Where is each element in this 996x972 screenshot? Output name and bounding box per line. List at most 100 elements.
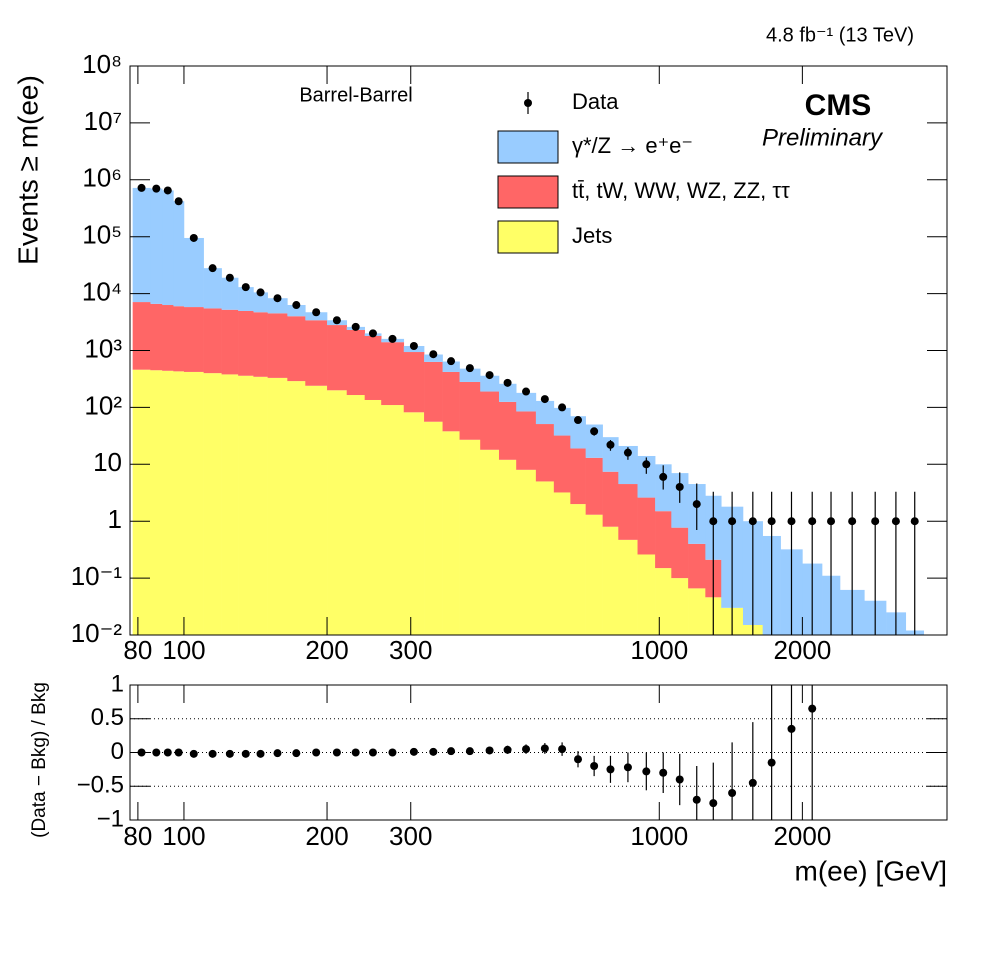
histogram-bar [618,484,638,540]
data-point [871,517,880,526]
data-point [642,460,651,469]
y-tick-label: 10⁷ [84,106,122,136]
x-axis-title: m(ee) [GeV] [795,855,947,886]
histogram-bar [585,457,603,515]
data-point [808,517,817,526]
histogram-bar [498,459,517,635]
ratio-point [692,795,701,804]
data-point [606,440,615,449]
y-tick-label: 10⁵ [82,220,122,250]
histogram-bar [221,277,239,310]
histogram-bar [305,312,328,321]
legend-swatch [497,130,559,164]
x-tick-label: 1000 [630,635,688,665]
ratio-point [256,749,265,758]
histogram-bar [688,543,706,589]
histogram-bar [238,287,254,311]
ratio-point [709,799,718,808]
ratio-point [503,745,512,754]
ratio-point [540,744,549,753]
histogram-bar [305,385,328,635]
histogram-bar [459,368,481,382]
data-point [256,288,265,297]
legend-label: Jets [572,223,612,248]
data-point [225,273,234,282]
ratio-axis-title: (Data − Bkg) / Bkg [29,682,50,838]
histogram-bar [498,383,517,402]
data-point [748,517,757,526]
histogram-bar [535,400,555,425]
histogram-bar [173,371,185,635]
data-point [137,183,146,192]
histogram-bar [480,449,500,635]
data-point [351,322,360,331]
histogram-bar [618,539,638,635]
status-label: Preliminary [762,124,884,151]
data-point [675,482,684,491]
histogram-bar [459,439,481,635]
y-tick-label: 1 [108,504,122,534]
ratio-point [163,748,172,757]
ratio-point [787,724,796,733]
ratio-point [312,748,321,757]
ratio-point [241,749,250,758]
histogram-bar [585,424,603,458]
histogram-bar [221,309,239,375]
histogram-bar [203,308,222,374]
data-point [848,517,857,526]
y-tick-label: 10⁸ [82,49,122,79]
histogram-bar [655,568,672,635]
legend-label: tt̄, tW, WW, WZ, ZZ, ττ [572,178,790,203]
histogram-bar [602,526,619,635]
histogram-bar [287,381,306,635]
data-point [152,184,161,193]
histogram-bar [327,390,348,635]
ratio-point [332,748,341,757]
ratio-point [388,748,397,757]
y-tick-label: 10⁴ [82,276,122,306]
ratio-point [292,749,301,758]
histogram-bar [267,298,288,314]
data-point [447,357,456,366]
histogram-bar [238,375,254,635]
histogram-bar [287,316,306,382]
y-tick-label: 10⁶ [82,163,122,193]
data-point [692,500,701,509]
histogram-bar [671,527,689,579]
ratio-point [447,747,456,756]
histogram-bar [162,370,174,635]
x-tick-label: 2000 [773,635,831,665]
x-tick-label: 300 [389,635,432,665]
histogram-bar [671,578,689,635]
histogram-bar [585,514,603,635]
histogram-bar [424,361,443,422]
ratio-tick-label: 0.5 [91,704,124,731]
histogram-bar [253,376,268,635]
histogram-bar [150,370,163,635]
histogram-bar [238,310,254,376]
ratio-point [152,748,161,757]
ratio-point [642,767,651,776]
data-point [163,186,172,195]
histogram-bar [516,469,537,635]
histogram-bar [403,352,425,413]
histogram-bar [516,411,537,470]
x-tick-label: 100 [162,635,205,665]
data-point [174,197,183,206]
histogram-bar [381,342,405,406]
histogram-bar [637,455,656,498]
ratio-point [273,749,282,758]
ratio-point [659,768,668,777]
chart-title: Barrel-Barrel [299,84,412,106]
ratio-point [225,749,234,758]
ratio-point [465,747,474,756]
main-plot [132,183,925,635]
data-point [827,517,836,526]
histogram-bar [173,306,185,372]
data-point [659,472,668,481]
histogram-bar [442,431,460,635]
x-tick-label: 200 [305,635,348,665]
x-tick-label: 200 [305,821,348,851]
data-point [368,329,377,338]
ratio-tick-label: −0.5 [77,772,124,799]
